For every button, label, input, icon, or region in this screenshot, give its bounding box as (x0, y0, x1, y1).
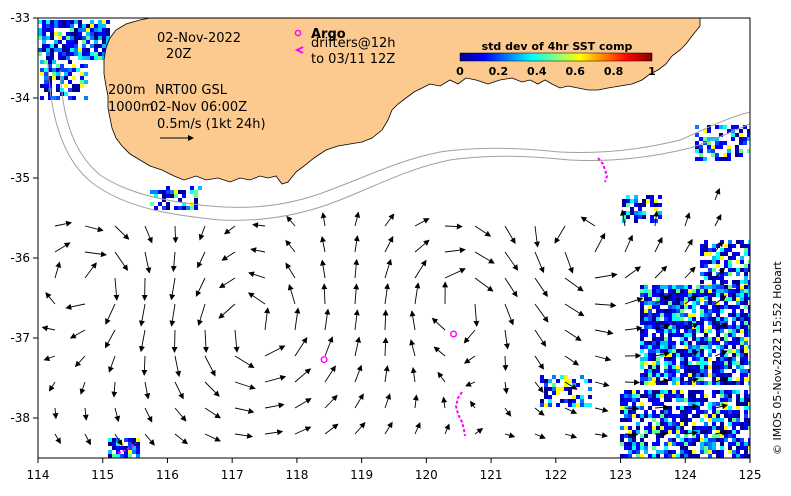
time-label: 20Z (166, 47, 192, 62)
x-tick-label: 117 (221, 468, 244, 482)
x-tick-label: 120 (415, 468, 438, 482)
y-tick-label: -37 (10, 331, 30, 345)
drifter-legend-date: to 03/11 12Z (311, 52, 395, 67)
y-tick-label: -36 (10, 251, 30, 265)
y-tick-label: -35 (10, 171, 30, 185)
colorbar-tick-label: 0 (456, 65, 464, 78)
y-tick-label: -38 (10, 411, 30, 425)
product-time-label: 02-Nov 06:00Z (150, 100, 247, 115)
x-tick-label: 123 (609, 468, 632, 482)
date-label: 02-Nov-2022 (157, 31, 241, 46)
x-tick-label: 122 (544, 468, 567, 482)
product-label: NRT00 GSL (155, 83, 228, 98)
x-tick-label: 118 (285, 468, 308, 482)
x-tick-label: 125 (739, 468, 762, 482)
x-axis: 114 115 116 117 118 119 120 121 122 123 124 125 (27, 458, 762, 482)
drifter-legend-label: drifters@12h (311, 36, 396, 51)
x-tick-label: 115 (91, 468, 114, 482)
x-tick-label: 119 (350, 468, 373, 482)
colorbar-tick-label: 1 (648, 65, 656, 78)
contour-label-1000: 1000m (108, 100, 154, 115)
x-tick-label: 114 (27, 468, 50, 482)
x-tick-label: 121 (480, 468, 503, 482)
colorbar-tick-label: 0.6 (565, 65, 585, 78)
y-axis: -33 -34 -35 -36 -37 -38 (10, 11, 38, 425)
colorbar (460, 53, 652, 61)
colorbar-title: std dev of 4hr SST comp (482, 40, 633, 53)
x-tick-label: 116 (156, 468, 179, 482)
colorbar-tick-label: 0.4 (527, 65, 547, 78)
y-tick-label: -33 (10, 11, 30, 25)
credit-text: © IMOS 05-Nov-2022 15:52 Hobart (771, 261, 784, 455)
contour-label-200: 200m (108, 83, 145, 98)
vector-scale-label: 0.5m/s (1kt 24h) (157, 117, 266, 132)
colorbar-tick-label: 0.8 (604, 65, 624, 78)
x-tick-label: 124 (674, 468, 697, 482)
colorbar-tick-label: 0.2 (489, 65, 509, 78)
y-tick-label: -34 (10, 91, 30, 105)
